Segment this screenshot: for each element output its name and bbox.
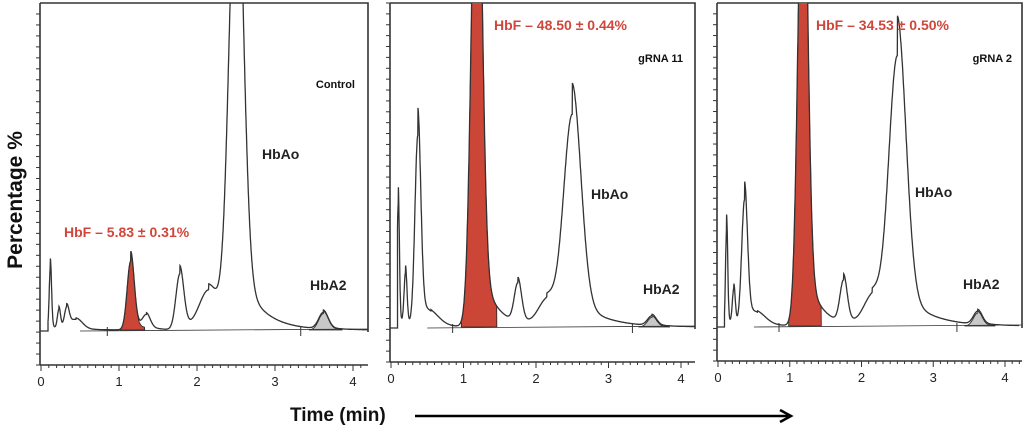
sample-label: gRNA 2: [973, 53, 1012, 65]
x-tick-label: 1: [786, 370, 793, 385]
hbf-annotation: HbF – 34.53 ± 0.50%: [816, 17, 950, 33]
hbf-annotation: HbF – 48.50 ± 0.44%: [494, 17, 628, 33]
x-tick-label: 3: [605, 371, 612, 386]
x-tick-label: 0: [387, 371, 394, 386]
chromatogram-trace: [717, 3, 1020, 328]
chromatogram-panel-1: 0 1 2 3 4 gRNA 11 HbF – 48.50 ± 0.44% HbAo HbA2: [386, 2, 696, 386]
chromatogram-trace: [40, 3, 368, 332]
plot-frame: [390, 2, 696, 329]
x-tick-label: 4: [349, 374, 356, 389]
chromatogram-panel-2: 0 1 2 3 4 gRNA 2 HbF – 34.53 ± 0.50% HbAo HbA2: [713, 2, 1023, 385]
plot-frame: [40, 2, 369, 332]
peak-fill-hbf: [460, 3, 498, 328]
y-axis-label: Percentage %: [4, 131, 27, 269]
x-tick-label: 3: [271, 374, 278, 389]
chromatogram-trace: [390, 3, 695, 329]
x-tick-label: 0: [37, 374, 44, 389]
x-tick-label: 2: [193, 374, 200, 389]
hba2-label: HbA2: [643, 281, 680, 297]
x-tick-label: 2: [858, 370, 865, 385]
curve-group: [717, 3, 1022, 332]
sample-label: Control: [316, 79, 355, 91]
x-tick-label: 4: [1001, 370, 1008, 385]
hba2-label: HbA2: [310, 277, 347, 293]
curve-group: [390, 3, 695, 333]
peak-fill-hba2: [308, 310, 343, 331]
baseline: [753, 324, 1022, 328]
x-tick-label: 4: [677, 371, 684, 386]
hbf-annotation: HbF – 5.83 ± 0.31%: [64, 224, 190, 240]
hbao-label: HbAo: [915, 184, 952, 200]
x-tick-label: 0: [714, 370, 721, 385]
hba2-label: HbA2: [963, 276, 1000, 292]
plot-frame: [717, 2, 1023, 328]
time-arrow: [415, 408, 794, 424]
x-tick-label: 1: [460, 371, 467, 386]
x-tick-label: 3: [930, 370, 937, 385]
x-axis-label: Time (min): [290, 405, 386, 426]
curve-group: [40, 3, 368, 336]
hbao-label: HbAo: [591, 186, 628, 202]
sample-label: gRNA 11: [638, 53, 683, 65]
peak-fill-hbf: [788, 3, 822, 327]
x-tick-label: 2: [532, 371, 539, 386]
chromatogram-panel-0: 0 1 2 3 4 Control HbF – 5.83 ± 0.31% HbAo HbA2: [36, 2, 369, 389]
baseline: [427, 325, 695, 329]
baseline: [79, 328, 368, 332]
x-tick-label: 1: [115, 374, 122, 389]
hbao-label: HbAo: [262, 146, 299, 162]
